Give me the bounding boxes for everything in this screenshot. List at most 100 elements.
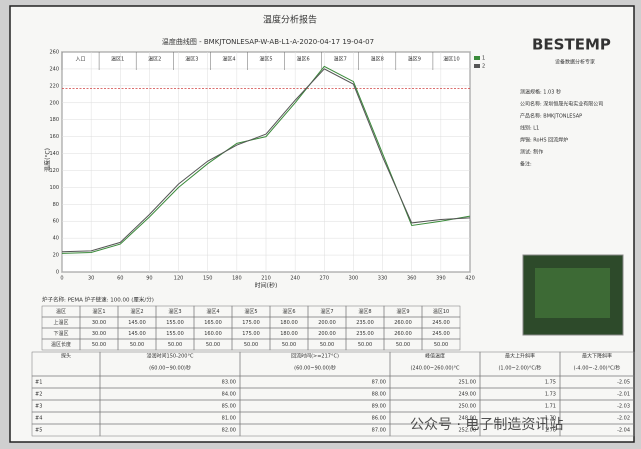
table-cell-text: 87.00 — [372, 380, 386, 386]
table-cell-text: 50.00 — [206, 342, 220, 348]
x-tick-label: 0 — [60, 276, 63, 282]
x-tick-label: 270 — [320, 276, 330, 282]
table-cell-text: 245.00 — [432, 331, 450, 337]
logo-subtitle: 设备数据分析专家 — [555, 59, 595, 66]
table-cell-text: 下温区 — [53, 330, 68, 337]
table-cell-text: #1 — [35, 380, 42, 386]
table-cell-text: 200.00 — [318, 320, 336, 326]
table-cell-text: 260.00 — [394, 320, 412, 326]
table-header-text: 探头 — [61, 353, 71, 360]
table-header-text: 浸润时间150-200°C — [147, 353, 194, 360]
table-cell-text: 175.00 — [242, 320, 260, 326]
table-cell-text: 50.00 — [244, 342, 258, 348]
panel-field: 公司名称: 深圳恒晟光电实业有限公司 — [520, 101, 603, 108]
table-cell-text: 88.00 — [372, 392, 386, 398]
table-cell-text: 50.00 — [320, 342, 334, 348]
pcb-board — [535, 268, 610, 318]
table-header-text: 峰值温度 — [425, 353, 445, 360]
legend-label: 2 — [482, 64, 485, 70]
table-cell-text: 30.00 — [92, 331, 106, 337]
y-axis-label: 温度(°C) — [44, 148, 52, 172]
table-cell — [421, 338, 461, 351]
table-cell-text: 82.00 — [222, 428, 236, 434]
table-cell-text: 温区1 — [92, 308, 105, 315]
table-cell-text: 85.00 — [222, 404, 236, 410]
panel-field: 测试: 制作 — [520, 149, 543, 156]
table-cell-text: 84.00 — [222, 392, 236, 398]
table-header-text: 最大下降斜率 — [582, 353, 612, 360]
x-tick-label: 30 — [88, 276, 94, 282]
table-cell-text: 1.76 — [545, 428, 556, 434]
table-cell-text: 温区7 — [320, 308, 333, 315]
y-tick-label: 180 — [49, 117, 59, 123]
table-cell-text: 252.00 — [459, 428, 477, 434]
y-tick-label: 260 — [49, 50, 59, 56]
table-cell-text: 温区长度 — [51, 341, 71, 348]
table-cell-text: -2.03 — [617, 404, 630, 410]
x-tick-label: 210 — [261, 276, 271, 282]
table-cell-text: 155.00 — [166, 331, 184, 337]
table-cell-text: 248.00 — [459, 416, 477, 422]
zone-label: 温区5 — [259, 56, 272, 63]
y-tick-label: 200 — [49, 100, 59, 106]
table-cell-text: -2.02 — [617, 416, 630, 422]
x-tick-label: 150 — [203, 276, 213, 282]
legend-label: 1 — [482, 56, 485, 62]
table-cell-text: #2 — [35, 392, 42, 398]
table-cell-text: 235.00 — [356, 331, 374, 337]
zone-label: 温区1 — [111, 56, 124, 63]
table-cell-text: #5 — [35, 428, 42, 434]
zone-label: 温区8 — [371, 56, 384, 63]
table-cell-text: 245.00 — [432, 320, 450, 326]
y-tick-label: 140 — [49, 151, 59, 157]
zone-label: 温区2 — [148, 56, 161, 63]
table-cell — [559, 423, 635, 437]
zone-label: 温区6 — [296, 56, 309, 63]
table-cell-text: 160.00 — [204, 331, 222, 337]
logo: BESTEMP — [532, 36, 611, 54]
table-cell-text: 145.00 — [128, 331, 146, 337]
panel-field: 线别: L1 — [520, 125, 539, 132]
table-limit-text: (1.00~2.00)°C/秒 — [498, 365, 541, 372]
x-tick-label: 390 — [436, 276, 446, 282]
panel-field: 测温规格: 1.03 秒 — [520, 89, 561, 96]
y-tick-label: 160 — [49, 134, 59, 140]
table-cell-text: 180.00 — [280, 331, 298, 337]
table-cell-text: 235.00 — [356, 320, 374, 326]
table-cell-text: 50.00 — [130, 342, 144, 348]
series-line — [61, 68, 471, 253]
table-cell-text: 250.00 — [459, 404, 477, 410]
x-tick-label: 420 — [465, 276, 475, 282]
zone-label: 温区4 — [222, 56, 235, 63]
table-cell-text: 50.00 — [168, 342, 182, 348]
table-header-text: 回流时间(>=217°C) — [291, 353, 339, 360]
table-limit-text: (-4.00~-2.00)°C/秒 — [574, 365, 621, 372]
table-cell-text: 249.00 — [459, 392, 477, 398]
table-cell-text: 165.00 — [204, 320, 222, 326]
table-header-text: 最大上升斜率 — [505, 353, 535, 360]
y-tick-label: 40 — [53, 236, 59, 242]
table-cell-text: 50.00 — [282, 342, 296, 348]
table-limit-text: (60.00~90.00)秒 — [149, 365, 191, 372]
table-cell-text: 温区2 — [130, 308, 143, 315]
table-cell-text: 1.73 — [545, 392, 556, 398]
panel-field: 产品名称: BMKJTONLESAP — [520, 113, 582, 120]
y-tick-label: 80 — [53, 202, 59, 208]
table-limit-text: (240.00~260.00)°C — [410, 366, 460, 372]
table-cell-text: 260.00 — [394, 331, 412, 337]
legend-swatch — [474, 56, 480, 60]
panel-field: 焊锡: RoHS 回流焊炉 — [520, 137, 568, 144]
x-tick-label: 330 — [378, 276, 388, 282]
table-cell-text: 251.00 — [459, 380, 477, 386]
table-cell-text: -2.04 — [617, 428, 630, 434]
y-tick-label: 120 — [49, 168, 59, 174]
y-tick-label: 220 — [49, 83, 59, 89]
table-cell-text: 1.70 — [545, 416, 556, 422]
y-tick-label: 60 — [53, 219, 59, 225]
x-tick-label: 120 — [174, 276, 184, 282]
table-cell-text: 温区8 — [358, 308, 371, 315]
table-cell-text: #3 — [35, 404, 42, 410]
table-cell-text: 1.75 — [545, 380, 556, 386]
table-cell-text: 上温区 — [53, 319, 68, 326]
